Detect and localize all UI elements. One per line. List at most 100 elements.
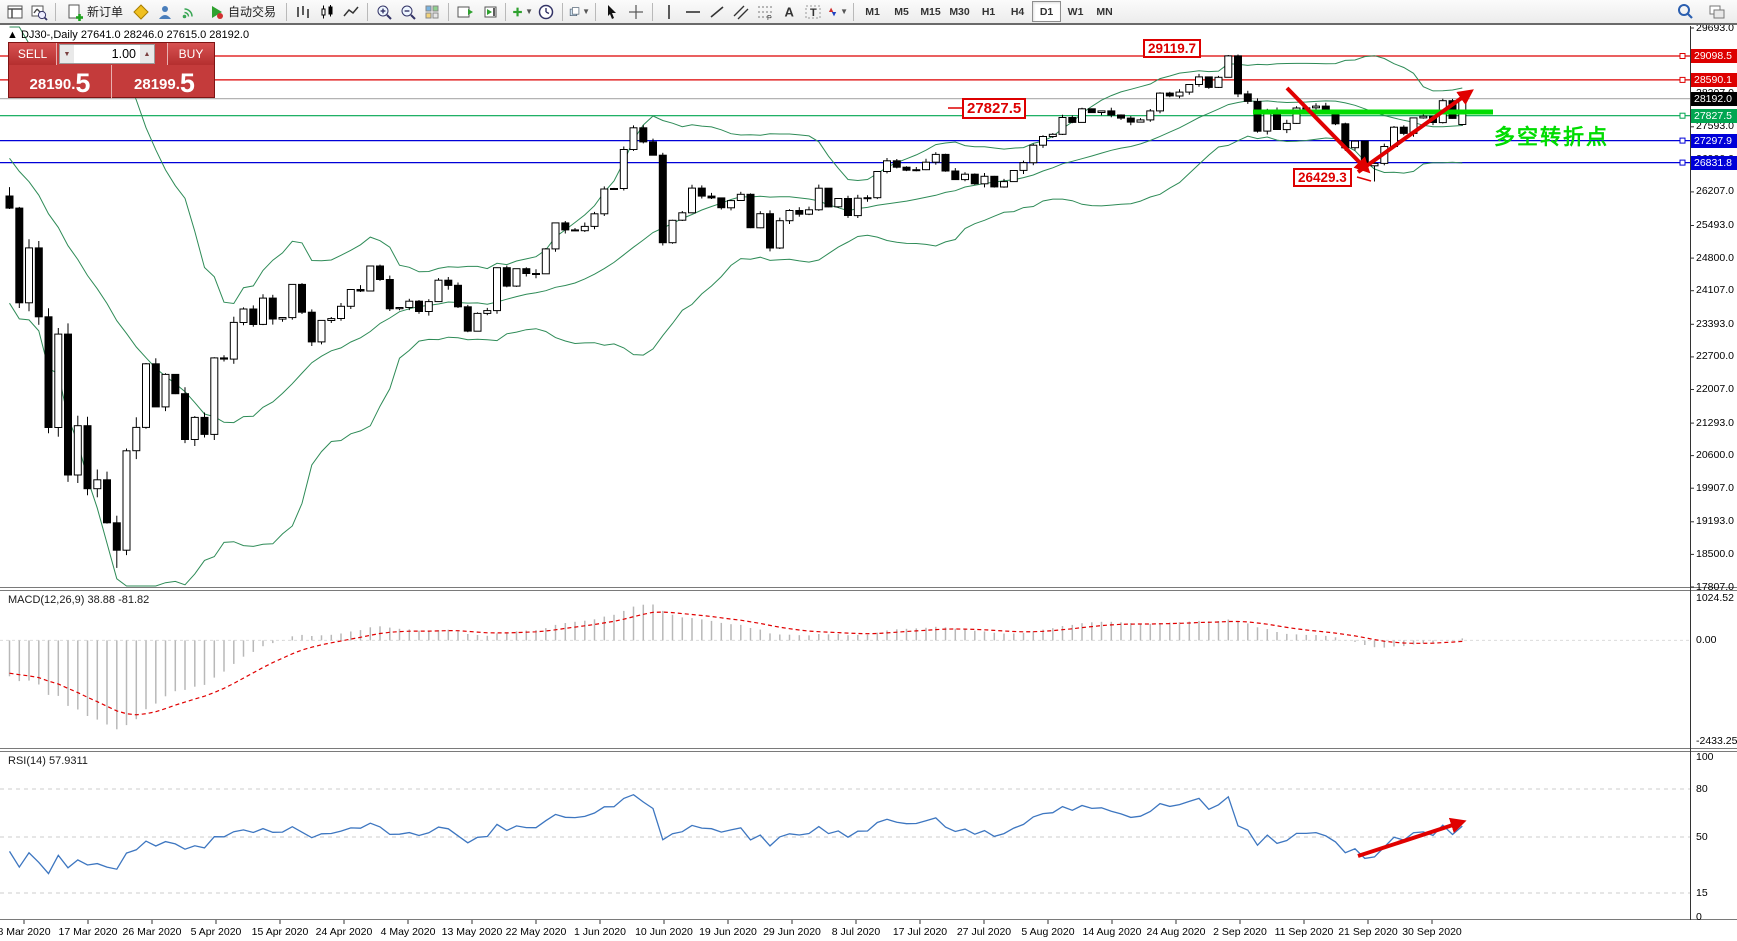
toolbar: 新订单 自动交易 ▼ ▼ F A T ▼ M1 M5 M15 M30 H1 H4 D1 W1 MN [0,0,1737,25]
buy-price-frac: 5 [179,68,195,98]
one-click-trading-widget: SELL ▼ 1.00 ▲ BUY 28190. 5 28199. 5 [8,42,216,99]
line-chart-icon[interactable] [339,0,363,23]
chart-preview-icon[interactable] [27,0,51,23]
timeframe-button-m1[interactable]: M1 [865,5,880,18]
auto-trading-button[interactable]: 自动交易 [201,0,282,23]
price-tick-label: 20600.0 [1696,449,1734,462]
date-tick-label: 13 May 2020 [441,926,503,938]
macd-values: 38.88 -81.82 [87,594,150,606]
sell-price-frac: 5 [75,68,91,98]
buy-price-int: 28199 [134,76,176,93]
template-icon[interactable]: ▼ [567,0,591,23]
date-tick-label: 24 Aug 2020 [1146,926,1206,938]
annotation-bottom-price[interactable]: 26429.3 [1293,168,1352,187]
toolbar-separator [367,2,369,21]
svg-text:T: T [810,7,817,19]
toolbar-separator [652,2,654,21]
signal-icon[interactable] [177,0,201,23]
bar-chart-icon[interactable] [291,0,315,23]
cursor-icon[interactable] [600,0,624,23]
macd-indicator-label: MACD(12,26,9) 38.88 -81.82 [8,594,149,606]
timeframe-button-w1[interactable]: W1 [1067,5,1084,18]
date-tick-label: 4 May 2020 [380,926,436,938]
auto-scroll-icon[interactable] [453,0,477,23]
rsi-axis-label: 15 [1696,887,1708,899]
date-tick-label: 2 Sep 2020 [1213,926,1267,938]
price-line-badge: 27297.9 [1691,133,1737,148]
price-tick-label: 25493.0 [1696,219,1734,232]
text-label-icon[interactable]: T [801,0,825,23]
date-tick-label: 27 Jul 2020 [956,926,1012,938]
history-center-icon[interactable] [129,0,153,23]
period-clock-icon[interactable] [534,0,558,23]
macd-name: MACD(12,26,9) [8,594,85,606]
rsi-axis-label: 50 [1696,831,1708,843]
sell-button[interactable]: SELL [9,43,57,65]
timeframe-button-h4[interactable]: H4 [1010,5,1025,18]
rsi-axis-label: 100 [1696,751,1714,763]
sell-price-int: 28190 [29,76,72,93]
timeframe-button-m30[interactable]: M30 [949,5,970,18]
vertical-line-icon[interactable] [657,0,681,23]
zoom-in-icon[interactable] [372,0,396,23]
price-line-badge: 26831.8 [1691,155,1737,170]
charts-window-icon[interactable] [3,0,27,23]
price-tick-label: 26207.0 [1696,185,1734,198]
timeframe-button-h1[interactable]: H1 [981,5,996,18]
equidistant-channel-icon[interactable] [729,0,753,23]
timeframe-button-m5[interactable]: M5 [894,5,909,18]
rsi-value: 57.9311 [48,755,88,767]
sell-price[interactable]: 28190. 5 [9,65,112,99]
chat-icon[interactable] [1705,0,1729,23]
date-tick-label: 14 Aug 2020 [1082,926,1142,938]
sell-price-dot: . [71,76,76,93]
price-tick-label: 19193.0 [1696,515,1734,528]
price-line-badge: 28590.1 [1691,72,1737,87]
rsi-indicator-label: RSI(14) 57.9311 [8,755,88,767]
fibonacci-icon[interactable]: F [753,0,777,23]
rsi-axis-label: 0 [1696,911,1702,923]
timeframe-button-d1[interactable]: D1 [1032,1,1062,22]
arrows-tool-icon[interactable]: ▼ [825,0,849,23]
date-tick-label: 17 Mar 2020 [58,926,118,938]
date-tick-label: 15 Apr 2020 [251,926,309,938]
timeframe-button-mn[interactable]: MN [1096,5,1113,18]
buy-price[interactable]: 28199. 5 [113,65,216,99]
volume-increase-button[interactable]: ▲ [140,45,154,63]
date-tick-label: 5 Aug 2020 [1021,926,1075,938]
date-tick-label: 21 Sep 2020 [1338,926,1398,938]
annotation-level-price[interactable]: 27827.5 [962,98,1027,119]
toolbar-separator [562,2,564,21]
annotation-turning-point-text[interactable]: 多空转折点 [1494,126,1609,149]
date-tick-label: 29 Jun 2020 [763,926,821,938]
date-tick-label: 17 Jul 2020 [892,926,948,938]
volume-decrease-button[interactable]: ▼ [60,45,74,63]
text-icon[interactable]: A [777,0,801,23]
date-tick-label: 19 Jun 2020 [699,926,757,938]
search-icon[interactable] [1673,0,1697,23]
new-order-button[interactable]: 新订单 [60,0,129,23]
buy-button[interactable]: BUY [167,43,214,65]
web-account-icon[interactable] [153,0,177,23]
macd-axis-label: 1024.52 [1696,592,1734,604]
zoom-out-icon[interactable] [396,0,420,23]
add-indicator-button[interactable]: ▼ [513,7,534,16]
candlestick-chart-icon[interactable] [315,0,339,23]
trendline-icon[interactable] [705,0,729,23]
symbol-ohlc-header: ▲ DJ30-,Daily 27641.0 28246.0 27615.0 28… [7,29,250,41]
volume-input[interactable]: 1.00 [111,47,136,61]
date-tick-label: 22 May 2020 [505,926,567,938]
date-tick-label: 30 Sep 2020 [1402,926,1462,938]
rsi-name: RSI(14) [8,755,46,767]
annotation-peak-price[interactable]: 29119.7 [1143,39,1202,58]
tile-windows-icon[interactable] [420,0,444,23]
chart-shift-icon[interactable] [477,0,501,23]
toolbar-separator [286,2,288,21]
price-tick-label: 23393.0 [1696,317,1734,330]
timeframe-button-m15[interactable]: M15 [920,5,941,18]
price-tick-label: 18500.0 [1696,547,1734,560]
date-tick-label: 8 Mar 2020 [0,926,51,938]
crosshair-icon[interactable] [624,0,648,23]
horizontal-line-icon[interactable] [681,0,705,23]
